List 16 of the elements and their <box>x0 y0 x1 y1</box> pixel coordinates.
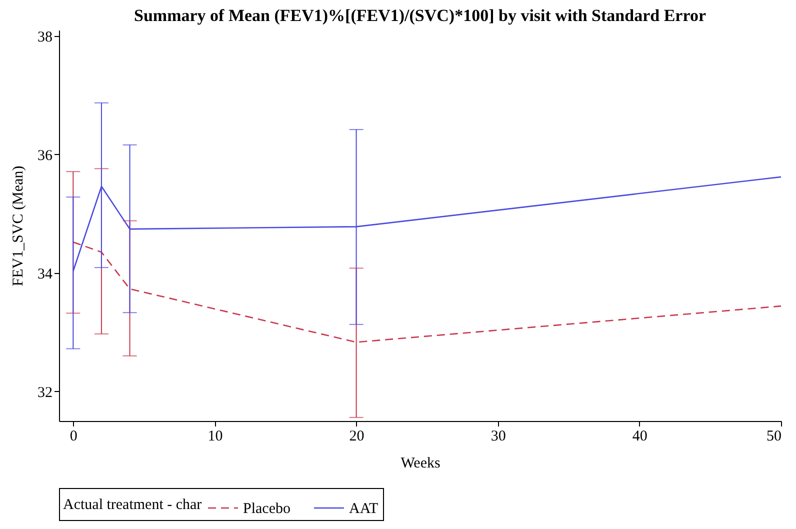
x-tick-label: 10 <box>208 428 223 444</box>
x-tick-label: 40 <box>632 428 648 444</box>
chart-title: Summary of Mean (FEV1)%[(FEV1)/(SVC)*100] by visit with Standard Error <box>134 6 706 25</box>
y-tick-label: 34 <box>38 266 53 282</box>
y-tick-label: 36 <box>38 148 53 164</box>
y-tick-label: 38 <box>38 29 52 46</box>
x-tick-label: 20 <box>349 428 364 444</box>
y-axis-title: FEV1_SVC (Mean) <box>10 166 26 286</box>
legend-label: Placebo <box>243 501 290 517</box>
x-tick-label: 30 <box>490 428 506 444</box>
y-tick-label: 32 <box>38 384 52 401</box>
legend-label: AAT <box>349 501 378 517</box>
x-axis-title: Weeks <box>400 456 440 472</box>
x-tick-label: 50 <box>766 428 782 444</box>
legend-title: Actual treatment - char <box>63 497 202 513</box>
x-tick-label: 0 <box>70 428 78 444</box>
